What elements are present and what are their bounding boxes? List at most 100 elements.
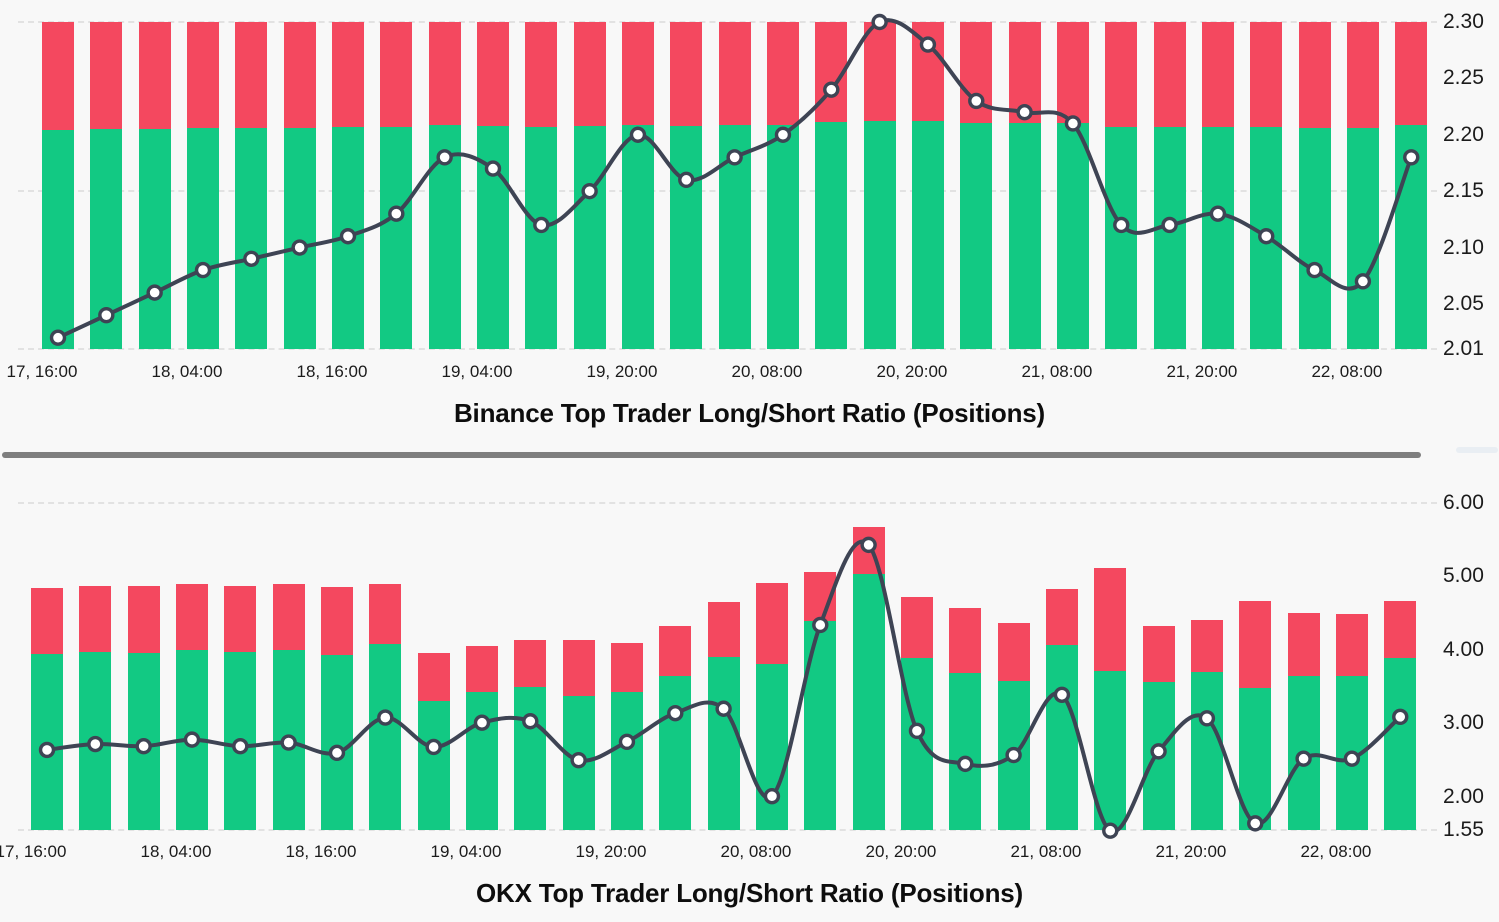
bar[interactable] [1384, 601, 1417, 830]
ratio-point[interactable] [763, 787, 781, 805]
bar[interactable] [235, 22, 268, 349]
ratio-point[interactable] [968, 92, 985, 110]
ratio-point[interactable] [1150, 743, 1167, 760]
bar[interactable] [320, 586, 353, 830]
ratio-point[interactable] [1016, 104, 1033, 121]
ratio-point[interactable] [1392, 708, 1409, 726]
bar[interactable] [960, 22, 993, 349]
bar[interactable] [900, 597, 933, 830]
ratio-point[interactable] [533, 216, 550, 234]
scrollbar-thumb[interactable] [2, 452, 1421, 458]
bar[interactable] [1201, 22, 1234, 349]
ratio-point[interactable] [678, 171, 695, 189]
bar[interactable] [1056, 22, 1089, 349]
ratio-point[interactable] [135, 738, 152, 755]
ratio-point[interactable] [919, 36, 937, 53]
bar[interactable] [1094, 567, 1127, 830]
ratio-point[interactable] [388, 205, 405, 222]
ratio-point[interactable] [1005, 746, 1022, 764]
bar[interactable] [428, 22, 461, 349]
bar[interactable] [766, 22, 799, 349]
ratio-point[interactable] [377, 709, 394, 726]
bar[interactable] [815, 22, 848, 349]
ratio-point[interactable] [1343, 750, 1361, 767]
ratio-point[interactable] [1113, 216, 1130, 234]
ratio-point[interactable] [194, 261, 212, 279]
ratio-point[interactable] [715, 700, 732, 717]
bar[interactable] [42, 22, 74, 349]
bar[interactable] [1045, 588, 1078, 830]
ratio-point[interactable] [522, 713, 539, 730]
ratio-point[interactable] [1354, 273, 1372, 290]
ratio-point[interactable] [1161, 216, 1178, 234]
ratio-point[interactable] [1295, 750, 1312, 767]
ratio-point[interactable] [957, 755, 974, 773]
bar[interactable] [1250, 22, 1283, 349]
ratio-point[interactable] [860, 536, 877, 554]
ratio-point[interactable] [339, 228, 357, 245]
ratio-point[interactable] [1209, 205, 1227, 222]
ratio-point[interactable] [667, 704, 684, 722]
ratio-point[interactable] [98, 306, 115, 324]
ratio-point[interactable] [49, 329, 67, 346]
bar[interactable] [610, 642, 643, 830]
bar[interactable] [621, 22, 654, 349]
bar[interactable] [1105, 22, 1138, 349]
ratio-point[interactable] [328, 744, 346, 762]
bar[interactable] [1190, 619, 1223, 830]
ratio-point[interactable] [1053, 686, 1071, 703]
ratio-point[interactable] [87, 735, 104, 753]
bar[interactable] [573, 22, 606, 349]
bar[interactable] [911, 22, 944, 349]
bar[interactable] [283, 22, 316, 349]
ratio-point[interactable] [823, 81, 840, 98]
ratio-point[interactable] [618, 733, 636, 751]
ratio-point[interactable] [425, 738, 442, 756]
bar[interactable] [138, 22, 171, 349]
ratio-point[interactable] [629, 126, 647, 143]
ratio-point[interactable] [1102, 822, 1119, 839]
bar[interactable] [707, 602, 740, 830]
ratio-point[interactable] [1198, 710, 1216, 727]
ratio-point[interactable] [146, 284, 163, 301]
ratio-point[interactable] [774, 126, 792, 143]
bar[interactable] [863, 22, 896, 349]
bar[interactable] [949, 608, 982, 830]
bar[interactable] [380, 22, 413, 349]
bar[interactable] [465, 645, 498, 830]
bar[interactable] [1153, 22, 1186, 349]
bar[interactable] [755, 583, 788, 830]
ratio-point[interactable] [1258, 228, 1275, 245]
ratio-point[interactable] [484, 160, 502, 177]
ratio-point[interactable] [436, 149, 453, 166]
bar[interactable] [514, 639, 547, 830]
bar[interactable] [1298, 22, 1331, 349]
ratio-point[interactable] [1064, 115, 1082, 132]
ratio-point[interactable] [280, 734, 297, 751]
ratio-point[interactable] [908, 722, 926, 739]
ratio-point[interactable] [1306, 261, 1323, 279]
ratio-point[interactable] [183, 731, 201, 748]
ratio-point[interactable] [243, 250, 260, 267]
ratio-point[interactable] [570, 751, 587, 769]
bar[interactable] [525, 22, 558, 349]
bar[interactable] [659, 625, 692, 830]
ratio-point[interactable] [871, 13, 888, 31]
ratio-point[interactable] [291, 239, 308, 256]
bar[interactable] [369, 583, 402, 830]
bar[interactable] [1346, 22, 1379, 349]
bar[interactable] [1142, 626, 1175, 830]
bar[interactable] [417, 652, 450, 830]
ratio-point[interactable] [232, 738, 249, 755]
ratio-point[interactable] [1247, 815, 1264, 832]
bar[interactable] [670, 22, 703, 349]
ratio-point[interactable] [38, 741, 56, 759]
bar[interactable] [1008, 22, 1041, 349]
ratio-point[interactable] [1403, 149, 1420, 166]
scrollbar-track-fragment[interactable] [1456, 447, 1498, 453]
bar[interactable] [31, 588, 63, 830]
bar[interactable] [331, 22, 364, 349]
bar[interactable] [186, 22, 219, 349]
ratio-point[interactable] [473, 714, 491, 731]
ratio-point[interactable] [812, 616, 829, 634]
